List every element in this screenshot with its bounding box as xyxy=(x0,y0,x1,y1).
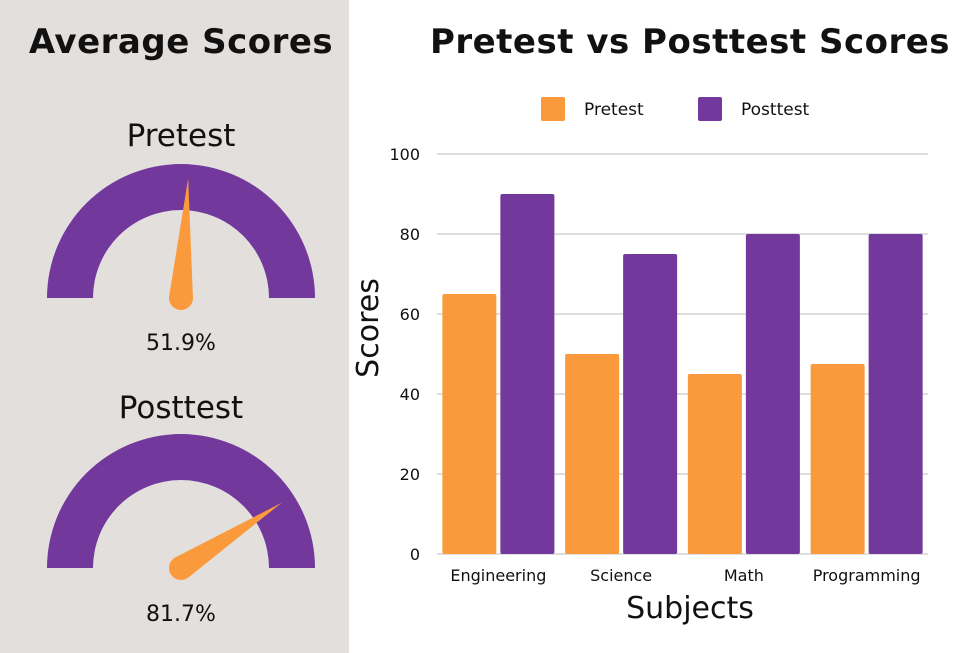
pretest-gauge-value: 51.9% xyxy=(146,331,216,356)
gauge-band xyxy=(47,434,315,568)
legend-label-posttest: Posttest xyxy=(741,100,810,120)
bar-posttest-math xyxy=(745,234,800,554)
legend-label-pretest: Pretest xyxy=(584,100,644,120)
bar-pretest-programming xyxy=(810,364,865,554)
legend-swatch-posttest xyxy=(698,97,722,121)
x-category-label: Programming xyxy=(813,566,921,585)
bar-posttest-engineering xyxy=(500,194,555,554)
x-category-label: Math xyxy=(724,566,764,585)
bar-posttest-science xyxy=(623,254,678,554)
y-tick-label: 60 xyxy=(400,305,420,324)
bar-pretest-math xyxy=(687,374,742,554)
gauge-needle xyxy=(169,178,193,299)
y-tick-label: 0 xyxy=(410,545,420,564)
x-category-label: Science xyxy=(590,566,652,585)
bar-pretest-engineering xyxy=(442,294,497,554)
gauge-needle xyxy=(174,502,282,579)
gauge-needle-hub xyxy=(169,286,193,310)
pretest-gauge xyxy=(47,164,315,310)
y-axis-ticks: 0 20 40 60 80 100 xyxy=(389,145,420,564)
bar-posttest-programming xyxy=(868,234,923,554)
y-tick-label: 80 xyxy=(400,225,420,244)
y-tick-label: 100 xyxy=(389,145,420,164)
posttest-gauge xyxy=(47,434,315,580)
gauge-band xyxy=(47,164,315,298)
y-tick-label: 40 xyxy=(400,385,420,404)
pretest-gauge-label: Pretest xyxy=(126,118,236,154)
posttest-gauge-label: Posttest xyxy=(118,390,244,426)
x-category-label: Engineering xyxy=(450,566,546,585)
y-axis-title: Scores xyxy=(351,278,386,378)
legend-swatch-pretest xyxy=(541,97,565,121)
chart-legend: Pretest Posttest xyxy=(541,97,810,121)
x-axis-categories: Engineering Science Math Programming xyxy=(450,566,920,585)
bar-pretest-science xyxy=(565,354,620,554)
gauge-needle-hub xyxy=(169,556,193,580)
y-tick-label: 20 xyxy=(400,465,420,484)
chart-title: Pretest vs Posttest Scores xyxy=(429,22,951,62)
chart-bars xyxy=(442,194,923,554)
gauge-panel-title: Average Scores xyxy=(28,22,334,62)
posttest-gauge-value: 81.7% xyxy=(146,602,216,627)
x-axis-title: Subjects xyxy=(626,591,754,626)
